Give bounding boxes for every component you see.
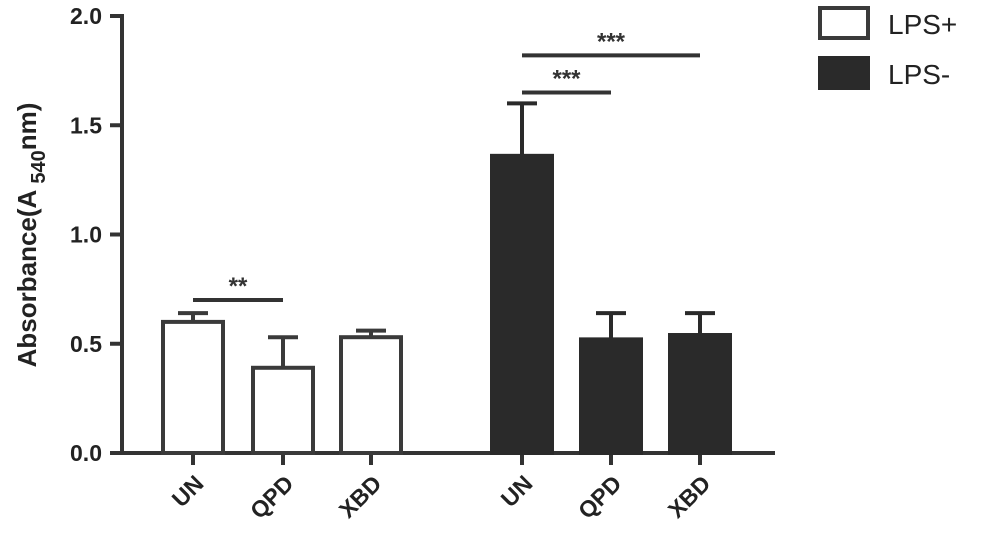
significance-label: ** — [229, 273, 248, 300]
y-axis-title-subscript: 540 — [28, 150, 50, 183]
significance-label: *** — [597, 28, 626, 55]
bars — [161, 101, 732, 456]
y-axis-title: Absorbance(A 540nm) — [12, 103, 50, 368]
bar — [339, 335, 403, 456]
y-tick-label: 0.5 — [70, 331, 102, 357]
legend-swatch — [818, 56, 870, 90]
legend-label: LPS+ — [888, 9, 957, 40]
bar — [668, 333, 732, 456]
bar — [579, 337, 643, 456]
y-tick-label: 1.0 — [70, 222, 102, 248]
x-tick-label: QPD — [573, 470, 627, 524]
bar — [490, 153, 554, 455]
y-axis-title-main: Absorbance(A — [12, 189, 42, 367]
x-tick-label: XBD — [663, 470, 716, 523]
bar — [161, 319, 225, 455]
significance-markers: ******** — [193, 28, 700, 303]
x-tick-label: QPD — [245, 470, 299, 524]
x-tick-label: XBD — [334, 470, 387, 523]
bar — [251, 365, 315, 455]
legend-swatch — [818, 6, 870, 40]
x-tick-label: UN — [167, 470, 209, 512]
significance-label: *** — [552, 65, 581, 92]
legend: LPS+ LPS- — [818, 6, 957, 90]
y-axis-title-suffix: nm) — [12, 103, 42, 151]
y-tick-label: 1.5 — [70, 112, 102, 138]
y-tick-label: 2.0 — [70, 3, 102, 29]
x-tick-label: UN — [496, 470, 538, 512]
y-tick-label: 0.0 — [70, 440, 102, 466]
legend-label: LPS- — [888, 59, 950, 90]
